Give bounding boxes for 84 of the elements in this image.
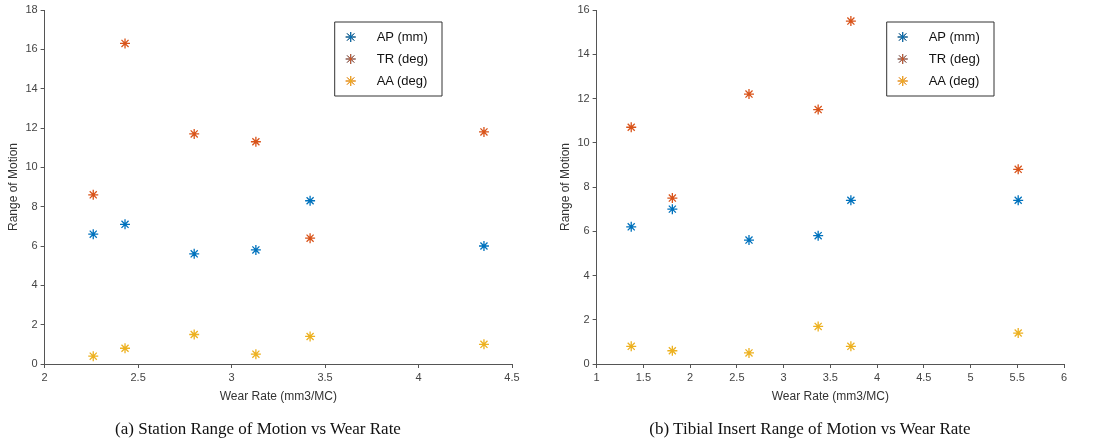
x-tick-label: 4.5 — [504, 370, 520, 383]
point — [666, 203, 678, 215]
point — [845, 15, 857, 27]
legend-label: TR (deg) — [928, 50, 980, 66]
point — [812, 103, 824, 116]
point — [1012, 327, 1024, 339]
y-tick-label: 2 — [583, 312, 590, 325]
x-tick-label: 2 — [687, 370, 694, 383]
point — [188, 128, 200, 140]
point — [250, 136, 262, 148]
y-tick-label: 10 — [577, 135, 590, 148]
y-tick-label: 4 — [31, 278, 38, 291]
x-tick-label: 3 — [228, 370, 235, 383]
x-tick-label: 3.5 — [317, 370, 333, 383]
point — [478, 126, 490, 138]
y-tick-label: 16 — [25, 42, 38, 55]
point — [119, 37, 131, 50]
x-tick-label: 2 — [41, 370, 48, 383]
point — [812, 230, 824, 242]
point — [743, 347, 755, 359]
point — [478, 338, 490, 350]
legend-label: TR (deg) — [376, 50, 428, 66]
legend-label: AA (deg) — [928, 72, 980, 88]
y-tick-label: 2 — [31, 317, 38, 330]
x-tick-label: 4 — [873, 370, 881, 383]
y-tick-label: 12 — [577, 91, 590, 104]
point — [304, 232, 316, 244]
point — [812, 320, 824, 333]
x-tick-label: 1 — [593, 370, 600, 383]
x-tick-label: 1.5 — [635, 370, 652, 383]
point — [845, 340, 857, 352]
x-axis-title: Wear Rate (mm3/MC) — [219, 388, 337, 403]
point — [1012, 194, 1024, 206]
y-tick-label: 8 — [583, 180, 590, 193]
point — [845, 194, 857, 206]
y-tick-label: 14 — [25, 81, 38, 94]
point — [87, 350, 99, 362]
point — [188, 248, 200, 260]
point — [666, 345, 678, 357]
x-axis-title: Wear Rate (mm3/MC) — [771, 388, 889, 403]
y-tick-label: 6 — [583, 224, 590, 237]
point — [478, 240, 490, 252]
point — [743, 88, 755, 100]
legend-label: AP (mm) — [928, 28, 980, 44]
y-tick-label: 10 — [25, 160, 38, 173]
y-tick-label: 0 — [583, 357, 590, 370]
x-tick-label: 5.5 — [1009, 370, 1025, 383]
point — [119, 342, 131, 354]
y-tick-label: 12 — [25, 121, 38, 134]
x-tick-label: 4 — [415, 370, 422, 383]
y-tick-label: 14 — [577, 47, 590, 60]
y-tick-label: 16 — [577, 3, 590, 16]
y-axis-title: Range of Motion — [557, 142, 572, 232]
point — [743, 234, 755, 246]
x-tick-label: 6 — [1060, 370, 1068, 383]
x-tick-label: 5 — [967, 370, 974, 383]
text: (a) Station Range of Motion vs Wear Rate — [115, 419, 401, 439]
point — [87, 189, 99, 201]
x-tick-label: 2.5 — [130, 370, 146, 383]
point — [625, 121, 637, 133]
x-tick-label: 3.5 — [822, 370, 838, 383]
y-tick-label: 8 — [31, 199, 38, 212]
point — [250, 244, 262, 256]
y-tick-label: 6 — [31, 239, 38, 252]
y-tick-label: 4 — [583, 268, 590, 281]
point — [304, 330, 316, 343]
legend-label: AA (deg) — [376, 72, 428, 88]
point — [1012, 163, 1024, 175]
y-tick-label: 18 — [25, 3, 38, 16]
x-tick-label: 3 — [780, 370, 787, 383]
text: (b) Tibial Insert Range of Motion vs Wear Rate — [649, 419, 971, 439]
point — [304, 195, 316, 207]
point — [666, 192, 678, 204]
point — [87, 228, 99, 240]
point — [119, 218, 131, 231]
point — [625, 340, 637, 352]
y-axis-title: Range of Motion — [5, 142, 20, 232]
x-tick-label: 2.5 — [729, 370, 745, 383]
point — [625, 221, 637, 233]
x-tick-label: 4.5 — [916, 370, 932, 383]
point — [188, 328, 200, 341]
legend-label: AP (mm) — [376, 28, 428, 44]
y-tick-label: 0 — [31, 357, 38, 370]
point — [250, 348, 262, 360]
